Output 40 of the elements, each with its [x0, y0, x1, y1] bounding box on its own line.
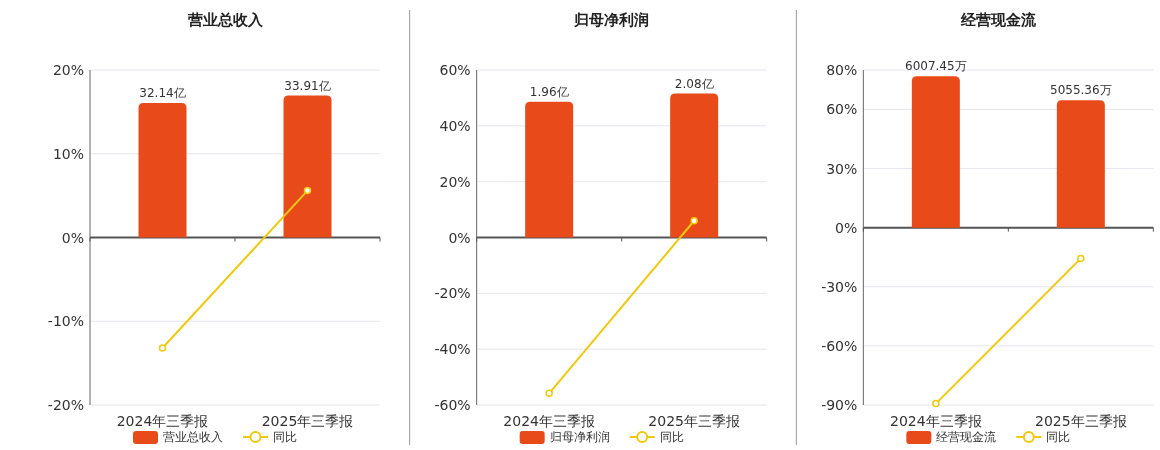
y-tick-label: -20% [434, 285, 471, 302]
y-tick-label: 0% [61, 229, 84, 246]
y-tick-label: -60% [434, 397, 471, 413]
legend-label: 同比 [1046, 430, 1071, 444]
data-label: 6007.45万 [905, 59, 967, 74]
x-tick-label: 2024年三季报 [116, 413, 209, 429]
x-tick-label: 2024年三季报 [890, 413, 982, 429]
x-tick-label: 2025年三季报 [261, 413, 354, 429]
y-tick-label: 30% [826, 160, 858, 177]
y-tick-label: 60% [439, 62, 471, 78]
y-tick-label: -30% [821, 278, 858, 295]
legend-label: 经营现金流 [936, 430, 997, 444]
y-tick-label: 80% [826, 62, 858, 78]
y-tick-label: 0% [448, 229, 471, 246]
y-tick-label: 40% [439, 117, 471, 134]
y-tick-label: 0% [835, 219, 858, 236]
data-label: 1.96亿 [529, 84, 569, 99]
legend-label: 同比 [659, 430, 684, 444]
data-label: 33.91亿 [284, 78, 331, 93]
data-label: 5055.36万 [1050, 83, 1112, 98]
y-tick-label: 10% [52, 145, 84, 162]
chart-title: 归母净利润 [573, 11, 650, 29]
y-tick-label: 20% [439, 173, 471, 190]
y-tick-label: -20% [47, 397, 84, 413]
y-tick-label: 60% [826, 101, 858, 118]
y-tick-label: 20% [52, 62, 84, 78]
x-tick-label: 2025年三季报 [1035, 413, 1127, 429]
x-tick-label: 2025年三季报 [648, 413, 740, 429]
y-tick-label: -40% [434, 341, 471, 358]
y-tick-label: -90% [821, 397, 858, 413]
legend-label: 同比 [273, 430, 297, 444]
y-tick-label: -60% [821, 337, 858, 354]
chart-title: 经营现金流 [959, 11, 1037, 29]
legend-label: 营业总收入 [163, 430, 223, 444]
data-label: 2.08亿 [674, 76, 714, 91]
chart-title: 营业总收入 [186, 11, 264, 29]
legend-label: 归母净利润 [549, 430, 610, 444]
y-tick-label: -10% [47, 313, 84, 330]
data-label: 32.14亿 [139, 85, 186, 100]
x-tick-label: 2024年三季报 [503, 413, 595, 429]
